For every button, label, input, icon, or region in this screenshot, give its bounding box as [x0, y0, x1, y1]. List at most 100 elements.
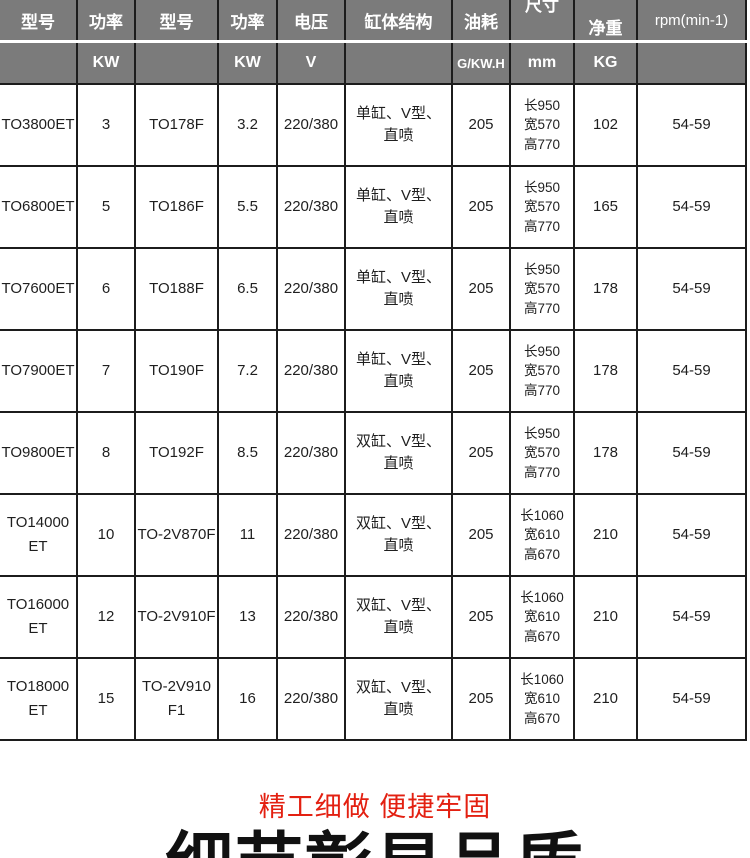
unit-voltage-v: V: [276, 40, 346, 85]
model-cell: TO7900ET: [0, 329, 78, 413]
cylinder-cell: 单缸、V型、 直喷: [344, 329, 453, 413]
engine-model-cell: TO-2V910 F1: [134, 657, 219, 741]
weight-cell: 102: [573, 83, 638, 167]
engine-power-cell: 3.2: [217, 83, 278, 167]
table-row: TO3800ET 3 TO178F 3.2 220/380 单缸、V型、 直喷 …: [0, 83, 747, 167]
cylinder-cell: 单缸、V型、 直喷: [344, 247, 453, 331]
header-model: 型号: [0, 0, 78, 43]
engine-model-cell: TO188F: [134, 247, 219, 331]
power-cell: 8: [76, 411, 136, 495]
model-cell: TO3800ET: [0, 83, 78, 167]
fuel-cell: 205: [451, 575, 511, 659]
rpm-cell: 54-59: [636, 411, 747, 495]
unit-model: [0, 40, 78, 85]
weight-cell: 178: [573, 247, 638, 331]
weight-cell: 210: [573, 493, 638, 577]
voltage-cell: 220/380: [276, 493, 346, 577]
engine-model-cell: TO190F: [134, 329, 219, 413]
model-cell: TO6800ET: [0, 165, 78, 249]
model-cell: TO18000 ET: [0, 657, 78, 741]
cylinder-cell: 单缸、V型、 直喷: [344, 83, 453, 167]
fuel-cell: 205: [451, 165, 511, 249]
header-row-units: KW KW V G/KW.H mm KG: [0, 40, 747, 85]
cylinder-cell: 单缸、V型、 直喷: [344, 165, 453, 249]
engine-power-cell: 6.5: [217, 247, 278, 331]
unit-cylinder: [344, 40, 453, 85]
header-fuel-consumption: 油耗: [451, 0, 511, 43]
power-cell: 6: [76, 247, 136, 331]
header-power: 功率: [76, 0, 136, 43]
power-cell: 5: [76, 165, 136, 249]
size-cell: 长950 宽570 高770: [509, 329, 575, 413]
table-row: TO7600ET 6 TO188F 6.5 220/380 单缸、V型、 直喷 …: [0, 247, 747, 331]
model-cell: TO9800ET: [0, 411, 78, 495]
weight-cell: 178: [573, 411, 638, 495]
table-body: TO3800ET 3 TO178F 3.2 220/380 单缸、V型、 直喷 …: [0, 83, 747, 741]
header-net-weight-label: 净重: [588, 18, 623, 38]
section-heading-partial: 细节彰显品质: [0, 831, 750, 858]
weight-cell: 210: [573, 575, 638, 659]
header-row-labels: 型号 功率 型号 功率 电压 缸体结构 油耗 尺寸 净重 rpm(min-1): [0, 0, 747, 43]
table-row: TO18000 ET 15 TO-2V910 F1 16 220/380 双缸、…: [0, 657, 747, 741]
header-net-weight: 净重: [573, 0, 638, 43]
voltage-cell: 220/380: [276, 247, 346, 331]
size-cell: 长950 宽570 高770: [509, 411, 575, 495]
power-cell: 10: [76, 493, 136, 577]
power-cell: 12: [76, 575, 136, 659]
voltage-cell: 220/380: [276, 411, 346, 495]
rpm-cell: 54-59: [636, 493, 747, 577]
engine-power-cell: 7.2: [217, 329, 278, 413]
engine-model-cell: TO186F: [134, 165, 219, 249]
engine-power-cell: 8.5: [217, 411, 278, 495]
size-cell: 长1060 宽610 高670: [509, 575, 575, 659]
header-engine-model: 型号: [134, 0, 219, 43]
engine-model-cell: TO192F: [134, 411, 219, 495]
table-row: TO6800ET 5 TO186F 5.5 220/380 单缸、V型、 直喷 …: [0, 165, 747, 249]
size-cell: 长950 宽570 高770: [509, 83, 575, 167]
table-row: TO7900ET 7 TO190F 7.2 220/380 单缸、V型、 直喷 …: [0, 329, 747, 413]
cylinder-cell: 双缸、V型、 直喷: [344, 411, 453, 495]
engine-power-cell: 11: [217, 493, 278, 577]
model-cell: TO7600ET: [0, 247, 78, 331]
voltage-cell: 220/380: [276, 657, 346, 741]
slogan-text: 精工细做 便捷牢固: [258, 792, 492, 822]
size-cell: 长1060 宽610 高670: [509, 493, 575, 577]
size-cell: 长950 宽570 高770: [509, 165, 575, 249]
unit-weight-kg: KG: [573, 40, 638, 85]
engine-model-cell: TO-2V910F: [134, 575, 219, 659]
table-row: TO9800ET 8 TO192F 8.5 220/380 双缸、V型、 直喷 …: [0, 411, 747, 495]
weight-cell: 178: [573, 329, 638, 413]
power-cell: 3: [76, 83, 136, 167]
table-row: TO16000 ET 12 TO-2V910F 13 220/380 双缸、V型…: [0, 575, 747, 659]
table-header: 型号 功率 型号 功率 电压 缸体结构 油耗 尺寸 净重 rpm(min-1) …: [0, 0, 747, 85]
rpm-cell: 54-59: [636, 329, 747, 413]
engine-power-cell: 13: [217, 575, 278, 659]
unit-dimensions-mm: mm: [509, 40, 575, 85]
footer-section: 精工细做 便捷牢固 细节彰显品质: [0, 791, 750, 858]
fuel-cell: 205: [451, 493, 511, 577]
voltage-cell: 220/380: [276, 575, 346, 659]
weight-cell: 165: [573, 165, 638, 249]
rpm-cell: 54-59: [636, 575, 747, 659]
engine-power-cell: 5.5: [217, 165, 278, 249]
fuel-cell: 205: [451, 83, 511, 167]
size-cell: 长1060 宽610 高670: [509, 657, 575, 741]
power-cell: 7: [76, 329, 136, 413]
unit-engine-power-kw: KW: [217, 40, 278, 85]
header-engine-power: 功率: [217, 0, 278, 43]
header-dimensions-label: 尺寸: [525, 0, 559, 15]
unit-rpm: [636, 40, 747, 85]
header-dimensions: 尺寸: [509, 0, 575, 43]
rpm-cell: 54-59: [636, 247, 747, 331]
voltage-cell: 220/380: [276, 83, 346, 167]
unit-engine-model: [134, 40, 219, 85]
model-cell: TO16000 ET: [0, 575, 78, 659]
engine-power-cell: 16: [217, 657, 278, 741]
size-cell: 长950 宽570 高770: [509, 247, 575, 331]
cylinder-cell: 双缸、V型、 直喷: [344, 657, 453, 741]
unit-power-kw: KW: [76, 40, 136, 85]
header-voltage: 电压: [276, 0, 346, 43]
rpm-cell: 54-59: [636, 83, 747, 167]
engine-model-cell: TO-2V870F: [134, 493, 219, 577]
